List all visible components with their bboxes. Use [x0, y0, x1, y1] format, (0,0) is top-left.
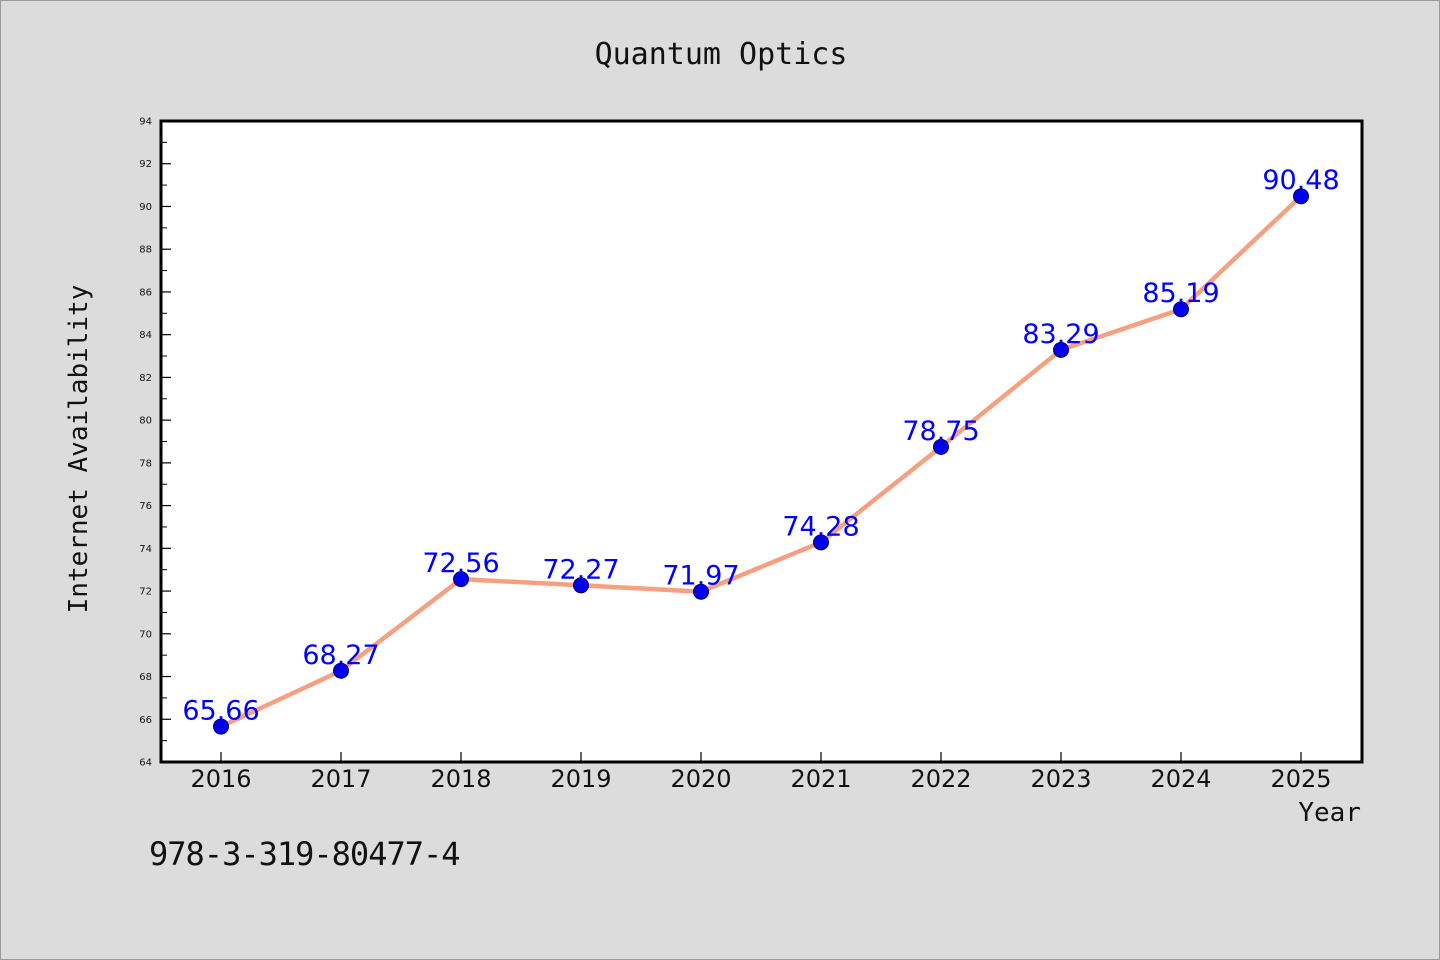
chart-title: Quantum Optics — [595, 37, 848, 72]
y-tick-label: 88 — [139, 245, 152, 256]
y-tick-label: 92 — [139, 159, 152, 170]
y-tick-label: 72 — [139, 587, 152, 598]
data-point — [933, 438, 949, 455]
data-point — [333, 662, 349, 679]
y-tick-label: 66 — [139, 715, 152, 726]
series-layer — [213, 188, 1309, 735]
x-axis: 2016 2017 2018 2019 2020 2021 2022 2023 2024 2025 — [190, 752, 1332, 793]
x-tick-label: 2024 — [1150, 765, 1211, 793]
data-label: 65.66 — [182, 696, 259, 727]
y-tick-label: 86 — [139, 287, 152, 298]
data-label: 78.75 — [902, 416, 979, 447]
data-label: 72.56 — [422, 548, 499, 579]
x-tick-label: 2019 — [550, 765, 611, 793]
data-label: 74.28 — [782, 511, 859, 542]
x-tick-label: 2016 — [190, 765, 251, 793]
y-tick-label: 80 — [139, 416, 152, 427]
data-label: 72.27 — [542, 554, 619, 585]
x-axis-label: Year — [1298, 798, 1361, 828]
data-point — [813, 534, 829, 551]
y-tick-label: 94 — [139, 117, 152, 128]
x-tick-label: 2017 — [310, 765, 371, 793]
x-tick-label: 2018 — [430, 765, 491, 793]
y-tick-label: 76 — [139, 501, 152, 512]
y-tick-label: 64 — [139, 758, 152, 769]
data-point — [213, 718, 229, 735]
y-tick-label: 70 — [139, 629, 152, 640]
data-point — [693, 583, 709, 600]
data-labels: 65.66 68.27 72.56 72.27 71.97 74.28 78.75 83.29… — [182, 165, 1339, 726]
y-axis-label: Internet Availability — [64, 285, 94, 614]
x-tick-label: 2022 — [910, 765, 971, 793]
y-tick-label: 78 — [139, 458, 152, 469]
y-tick-label: 82 — [139, 373, 152, 384]
series-line — [218, 193, 1304, 729]
data-point — [453, 571, 469, 588]
y-tick-label: 90 — [139, 202, 152, 213]
data-label: 68.27 — [302, 640, 379, 671]
y-tick-label: 84 — [139, 330, 152, 341]
data-point — [573, 577, 589, 594]
y-tick-label: 68 — [139, 672, 152, 683]
y-axis: 64 66 68 70 72 74 76 78 80 82 84 86 88 90 92 94 — [139, 117, 171, 769]
data-point — [1173, 301, 1189, 318]
data-label: 85.19 — [1142, 278, 1219, 309]
footer-code: 978-3-319-80477-4 — [149, 835, 461, 873]
x-tick-label: 2021 — [790, 765, 851, 793]
data-label: 90.48 — [1262, 165, 1339, 196]
data-label: 83.29 — [1022, 319, 1099, 350]
data-point — [1293, 188, 1309, 205]
x-tick-label: 2020 — [670, 765, 731, 793]
data-point — [1053, 341, 1069, 358]
x-tick-label: 2023 — [1030, 765, 1091, 793]
data-label: 71.97 — [662, 561, 739, 592]
y-tick-label: 74 — [139, 544, 152, 555]
x-tick-label: 2025 — [1270, 765, 1331, 793]
